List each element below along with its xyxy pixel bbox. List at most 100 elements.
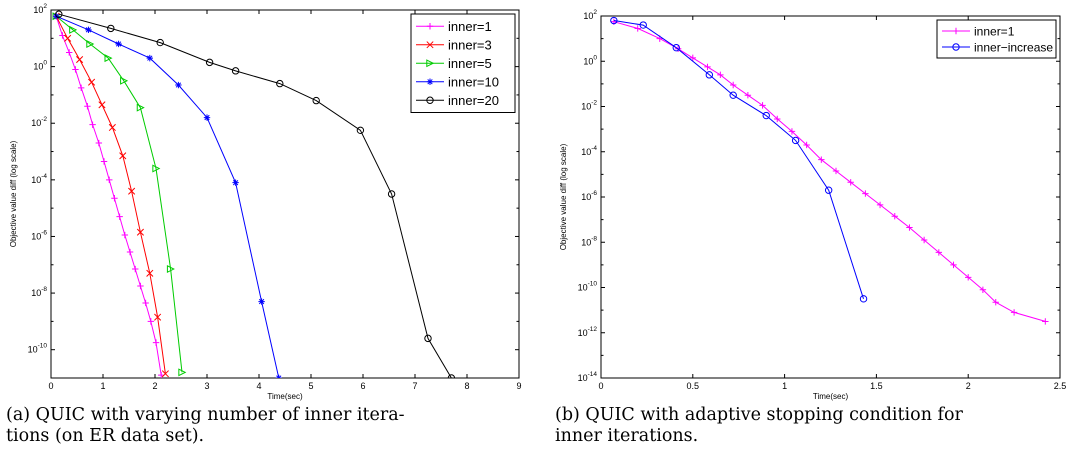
data-point [106, 176, 113, 184]
data-point [156, 38, 164, 47]
data-point [142, 299, 149, 307]
legend [936, 19, 1057, 59]
legend-marker [426, 23, 434, 30]
data-point [137, 282, 144, 290]
y-tick-label: 100 [583, 54, 597, 66]
data-point [231, 67, 240, 75]
x-tick-label: 0 [598, 381, 603, 391]
legend-label: inner=5 [448, 56, 492, 71]
data-point [119, 152, 127, 160]
data-point [744, 91, 752, 99]
data-point [115, 40, 122, 48]
data-point [1042, 318, 1049, 325]
legend-label: inner=1 [448, 19, 492, 34]
y-tick-label: 10-4 [581, 145, 597, 157]
series-line-1 [613, 21, 1046, 322]
data-point [84, 103, 91, 110]
data-point [424, 334, 432, 343]
legend-marker [426, 96, 434, 104]
y-tick-label: 102 [33, 3, 47, 15]
y-tick-label: 10-12 [578, 326, 598, 338]
data-point [89, 121, 96, 128]
data-point [387, 190, 396, 198]
data-point [69, 25, 78, 34]
data-point [774, 115, 781, 123]
y-axis-label: Objective value diff (log scale) [9, 140, 18, 247]
data-point [906, 224, 913, 231]
legend-marker [426, 41, 434, 49]
x-tick-label: 1.5 [870, 381, 883, 391]
data-point [126, 248, 134, 256]
data-point [729, 91, 737, 99]
y-tick-label: 10-4 [31, 173, 47, 185]
data-point [77, 84, 85, 92]
series-line-2 [613, 20, 864, 299]
y-tick-label: 10-6 [31, 229, 47, 241]
x-axis-label: Time(sec) [813, 392, 849, 401]
y-tick-label: 10-2 [581, 100, 597, 112]
series-line-3 [55, 15, 183, 373]
data-point [86, 39, 95, 48]
legend-marker [952, 43, 960, 51]
data-point [762, 111, 770, 120]
data-point [275, 374, 282, 378]
legend-marker [426, 59, 435, 68]
data-point [116, 213, 123, 220]
series-line-5 [58, 13, 452, 378]
data-point [935, 249, 943, 256]
data-point [704, 63, 711, 71]
data-point [76, 55, 84, 64]
data-point [312, 96, 320, 105]
data-point [447, 374, 456, 378]
data-point [788, 128, 796, 135]
data-point [965, 274, 972, 281]
data-point [107, 24, 115, 33]
y-tick-label: 10-8 [31, 286, 47, 298]
data-point [705, 71, 714, 79]
data-point [950, 261, 957, 269]
x-tick-label: 3 [204, 381, 209, 391]
series-line-1 [55, 16, 162, 376]
data-point [147, 318, 155, 325]
data-point [992, 299, 999, 306]
caption-b-line2: inner iterations. [555, 426, 699, 446]
data-point [610, 16, 618, 25]
caption-b: (b) QUIC with adaptive stopping conditio… [555, 405, 1070, 447]
legend-label: inner−increase [974, 41, 1053, 55]
x-tick-label: 2 [966, 381, 971, 391]
data-point [232, 179, 239, 186]
data-point [832, 167, 840, 175]
data-point [203, 114, 211, 121]
x-tick-label: 1 [100, 381, 105, 391]
data-point [104, 54, 113, 63]
x-tick-label: 0 [48, 381, 53, 391]
chart-b: 0 0.5 1 1.5 2 2.5 10-14 10-12 10-10 10-8 10-6 10-4 1… [559, 9, 1066, 401]
data-point [98, 101, 106, 109]
data-point [154, 313, 162, 321]
series-layer [610, 16, 1049, 325]
legend-label: inner=1 [974, 25, 1015, 39]
x-axis-label: Time(sec) [267, 392, 303, 401]
data-point [100, 158, 108, 165]
legend-marker [426, 78, 434, 85]
data-point [152, 339, 160, 346]
x-tick-label: 5 [308, 381, 313, 391]
data-point [1010, 309, 1018, 316]
data-point [72, 66, 79, 73]
y-tick-label: 100 [33, 60, 47, 72]
data-point [791, 136, 800, 145]
data-point [161, 370, 169, 378]
legend-label: inner=20 [448, 93, 499, 108]
data-point [859, 295, 868, 303]
data-point [132, 265, 139, 273]
data-point [803, 141, 810, 149]
data-point [258, 298, 265, 305]
y-axis-label: Objective value diff (log scale) [559, 143, 568, 250]
chart-a: 0 1 2 3 4 5 6 7 8 9 10-10 10-8 10-6 10-4 10-2 100 102 Tim… [9, 3, 522, 401]
x-tick-label: 1 [782, 381, 787, 391]
data-point [920, 236, 928, 244]
caption-b-line1: (b) QUIC with adaptive stopping conditio… [555, 405, 963, 425]
y-tick-label: 10-10 [578, 281, 598, 293]
data-point [108, 123, 116, 132]
data-point [120, 76, 129, 85]
